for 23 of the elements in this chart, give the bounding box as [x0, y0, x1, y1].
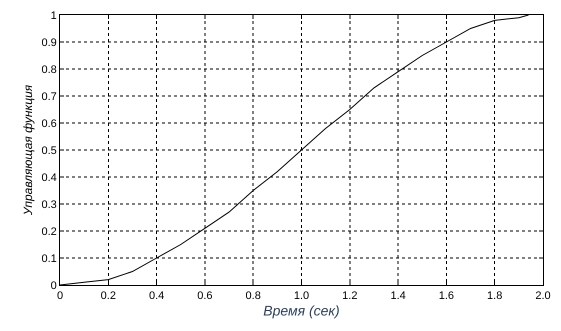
x-tick-label: 1.0 [294, 290, 310, 302]
y-tick-label: 0.9 [42, 36, 57, 49]
y-tick-label: 0.5 [42, 144, 57, 157]
x-tick-label: 1.8 [487, 290, 502, 302]
y-tick-label: 0.2 [42, 226, 57, 238]
y-tick-label: 0 [50, 280, 57, 292]
x-tick-label: 0.4 [148, 290, 164, 302]
y-axis-title: Управляющая функция [20, 84, 35, 216]
y-tick-label: 0.8 [42, 64, 57, 76]
x-tick-label: 0.8 [246, 290, 261, 302]
y-tick-label: 0.1 [42, 252, 57, 265]
x-tick-label: 0.6 [197, 290, 213, 302]
x-tick-label: 1.6 [438, 290, 454, 302]
x-tick-label: 1.4 [390, 290, 406, 302]
x-tick-label: 2.0 [535, 290, 551, 302]
y-tick-label: 0.4 [42, 172, 57, 184]
y-tick-label: 0.6 [42, 118, 57, 130]
y-tick-label: 1 [50, 10, 57, 22]
x-tick-label: 1.2 [342, 290, 358, 302]
y-tick-label: 0.7 [42, 90, 57, 103]
y-tick-label: 0.3 [42, 198, 57, 211]
x-tick-label: 0.2 [100, 290, 116, 302]
x-axis-title: Время (сек) [263, 302, 340, 318]
